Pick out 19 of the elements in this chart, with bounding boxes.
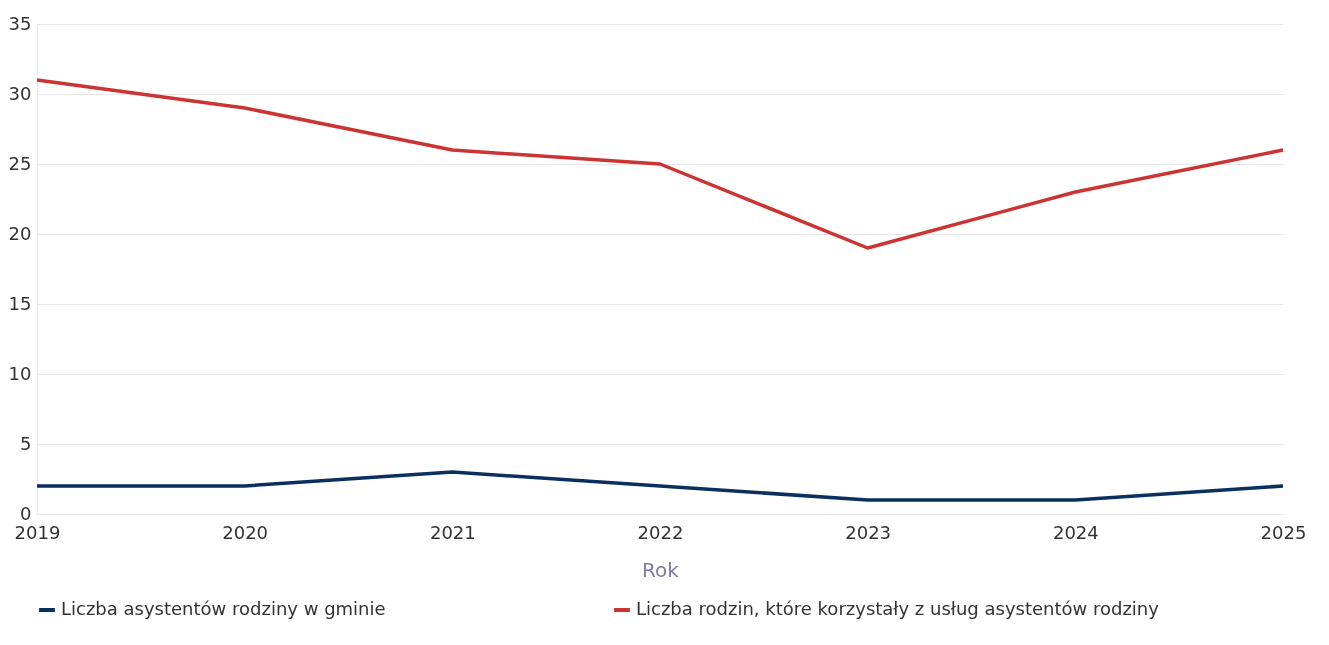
x-tick-label: 2019 xyxy=(14,521,61,543)
x-tick-label: 2023 xyxy=(845,521,892,543)
x-tick-label: 2020 xyxy=(222,521,269,543)
y-tick-label: 0 xyxy=(20,502,32,524)
y-tick-label: 15 xyxy=(8,292,32,314)
line-series xyxy=(35,78,1285,250)
y-tick-label: 5 xyxy=(20,432,32,454)
x-tick-label: 2022 xyxy=(637,521,684,543)
y-tick-label: 30 xyxy=(8,82,32,104)
x-tick-label: 2025 xyxy=(1260,521,1307,543)
legend-label: Liczba rodzin, które korzystały z usług asystentów rodziny xyxy=(636,598,1160,619)
y-tick-label: 35 xyxy=(8,12,32,34)
x-axis-title: Rok xyxy=(642,557,680,582)
x-tick-label: 2024 xyxy=(1052,521,1099,543)
y-tick-label: 20 xyxy=(8,222,32,244)
legend-label: Liczba asystentów rodziny w gminie xyxy=(61,598,386,619)
y-tick-label: 10 xyxy=(8,362,32,384)
y-tick-label: 25 xyxy=(8,152,32,174)
x-tick-label: 2021 xyxy=(429,521,476,543)
